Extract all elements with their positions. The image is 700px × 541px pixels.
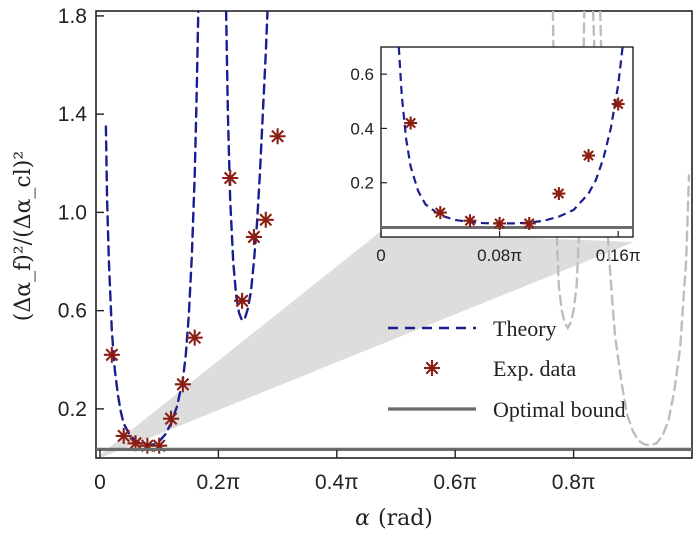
zoom-indicator-wedge [100,232,634,458]
y-axis-label: (Δα_f)²/(Δα_cl)² [11,151,36,321]
data-point-9 [222,170,239,187]
legend-swatch-exp-data [424,360,440,376]
x-tick-label-4: 0.6π [433,471,477,494]
x-tick-label-1: 0 [94,471,106,494]
theory-curve-1 [104,11,200,447]
inset-axis-ticks: 0 0.08π 0.16π 0.2 0.4 0.6 [350,65,640,265]
inset-data-point-2 [433,206,447,220]
inset-x-tick-label-3: 0.16π [596,246,641,265]
legend-label-exp-data: Exp. data [493,356,576,381]
y-tick-label-5: 1.8 [58,5,87,28]
inset-data-point-3 [463,214,477,228]
data-point-6 [163,410,180,427]
x-tick-label-3: 0.4π [315,471,359,494]
y-tick-label-3: 1.0 [58,201,87,224]
inset-series-layer [381,47,633,230]
theory-curve-2 [224,11,269,323]
data-point-5 [151,437,168,454]
legend-label-theory: Theory [493,316,557,341]
main-series-layer [96,11,692,454]
inset-data-point-5 [522,216,536,230]
legend-label-optimal-bound: Optimal bound [493,397,626,422]
data-point-12 [257,211,274,228]
data-point-11 [245,228,262,245]
theory-faded-curve-3 [599,11,691,447]
inset-x-tick-label-1: 0 [376,246,385,265]
inset-y-tick-label-1: 0.2 [350,174,374,193]
y-tick-label-4: 1.4 [58,103,88,126]
data-point-10 [234,292,251,309]
inset-data-point-1 [404,116,418,130]
inset-data-point-6 [552,187,566,201]
y-tick-label-2: 0.6 [58,300,87,323]
main-axis-ticks: 0 0.2π 0.4π 0.6π 0.8π 0.2 0.6 1.0 1.4 1.8 [58,5,596,494]
data-point-2 [115,427,132,444]
inset-x-tick-label-2: 0.08π [477,246,522,265]
data-point-3 [127,435,144,452]
inset-data-point-8 [611,97,625,111]
data-point-7 [174,376,191,393]
inset-data-point-4 [493,216,507,230]
main-plot-frame [95,10,693,459]
y-tick-label-1: 0.2 [58,398,87,421]
legend: Theory Exp. data Optimal bound [388,316,626,422]
data-point-1 [103,346,120,363]
x-tick-label-2: 0.2π [197,471,241,494]
data-point-8 [186,329,203,346]
inset-theory-curve [397,47,624,225]
data-point-13 [269,128,286,145]
inset-y-tick-label-3: 0.6 [350,65,374,84]
inset-data-point-7 [582,149,596,163]
inset-y-tick-label-2: 0.4 [350,119,374,138]
inset-plot-frame [380,46,634,238]
x-axis-label: α (rad) [355,506,433,531]
x-tick-label-5: 0.8π [552,471,596,494]
